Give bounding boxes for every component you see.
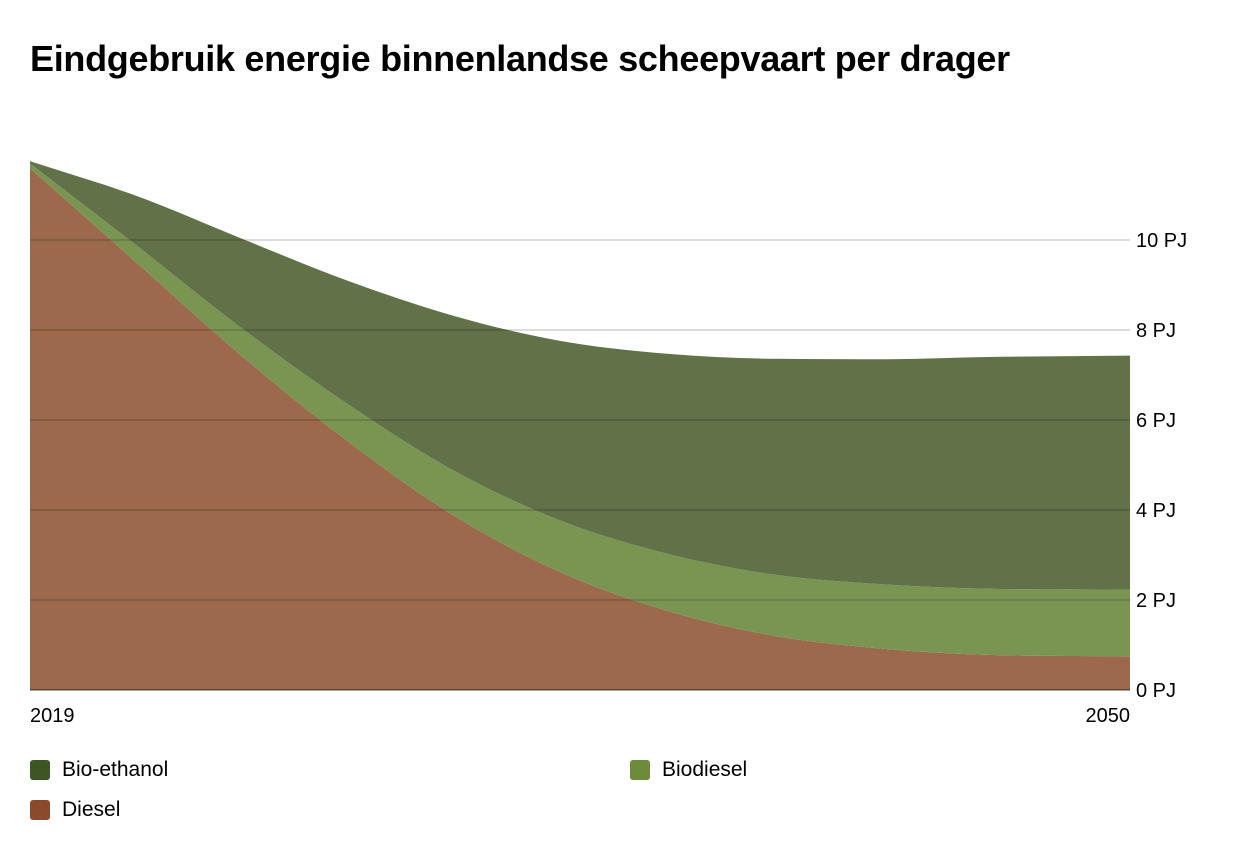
legend-swatch <box>30 760 50 780</box>
x-tick-label: 2019 <box>30 705 75 727</box>
gridlines-layer <box>30 239 1130 691</box>
y-tick-label: 2 PJ <box>1136 590 1176 612</box>
legend-item-biodiesel[interactable]: Biodiesel <box>630 758 747 782</box>
legend-swatch <box>630 760 650 780</box>
legend-swatch <box>30 800 50 820</box>
y-tick-label: 10 PJ <box>1136 230 1187 252</box>
areas-layer <box>30 161 1130 690</box>
y-tick-label: 8 PJ <box>1136 320 1176 342</box>
y-tick-label: 4 PJ <box>1136 500 1176 522</box>
legend-label: Diesel <box>62 798 121 821</box>
y-tick-label: 6 PJ <box>1136 410 1176 432</box>
legend-label: Biodiesel <box>662 758 748 781</box>
y-axis: 0 PJ 2 PJ 4 PJ 6 PJ 8 PJ 10 PJ <box>1136 230 1187 702</box>
legend-item-bio-ethanol[interactable]: Bio-ethanol <box>30 758 168 782</box>
legend-item-diesel[interactable]: Diesel <box>30 798 120 822</box>
area-diesel <box>30 168 1130 690</box>
y-tick-label: 0 PJ <box>1136 680 1176 702</box>
stacked-area-chart: 2019 2050 0 PJ 2 PJ 4 PJ 6 PJ 8 PJ 10 PJ <box>30 161 1187 727</box>
legend: Bio-ethanol Biodiesel Diesel <box>30 758 1230 838</box>
area-biodiesel <box>30 163 1130 657</box>
chart-title: Eindgebruik energie binnenlandse scheepv… <box>30 38 1010 79</box>
legend-label: Bio-ethanol <box>62 758 169 781</box>
area-bio-ethanol <box>30 161 1130 590</box>
x-tick-label: 2050 <box>1086 705 1131 727</box>
x-axis: 2019 2050 <box>30 705 1130 727</box>
